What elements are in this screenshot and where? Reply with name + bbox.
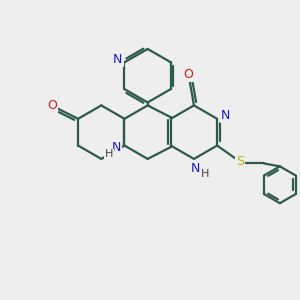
Text: H: H	[201, 169, 209, 179]
Text: N: N	[221, 109, 230, 122]
Text: O: O	[47, 99, 57, 112]
Text: H: H	[105, 149, 113, 160]
Text: N: N	[112, 141, 121, 154]
Text: O: O	[183, 68, 193, 81]
Text: N: N	[191, 162, 200, 175]
Text: N: N	[113, 53, 123, 66]
Text: S: S	[236, 155, 244, 168]
